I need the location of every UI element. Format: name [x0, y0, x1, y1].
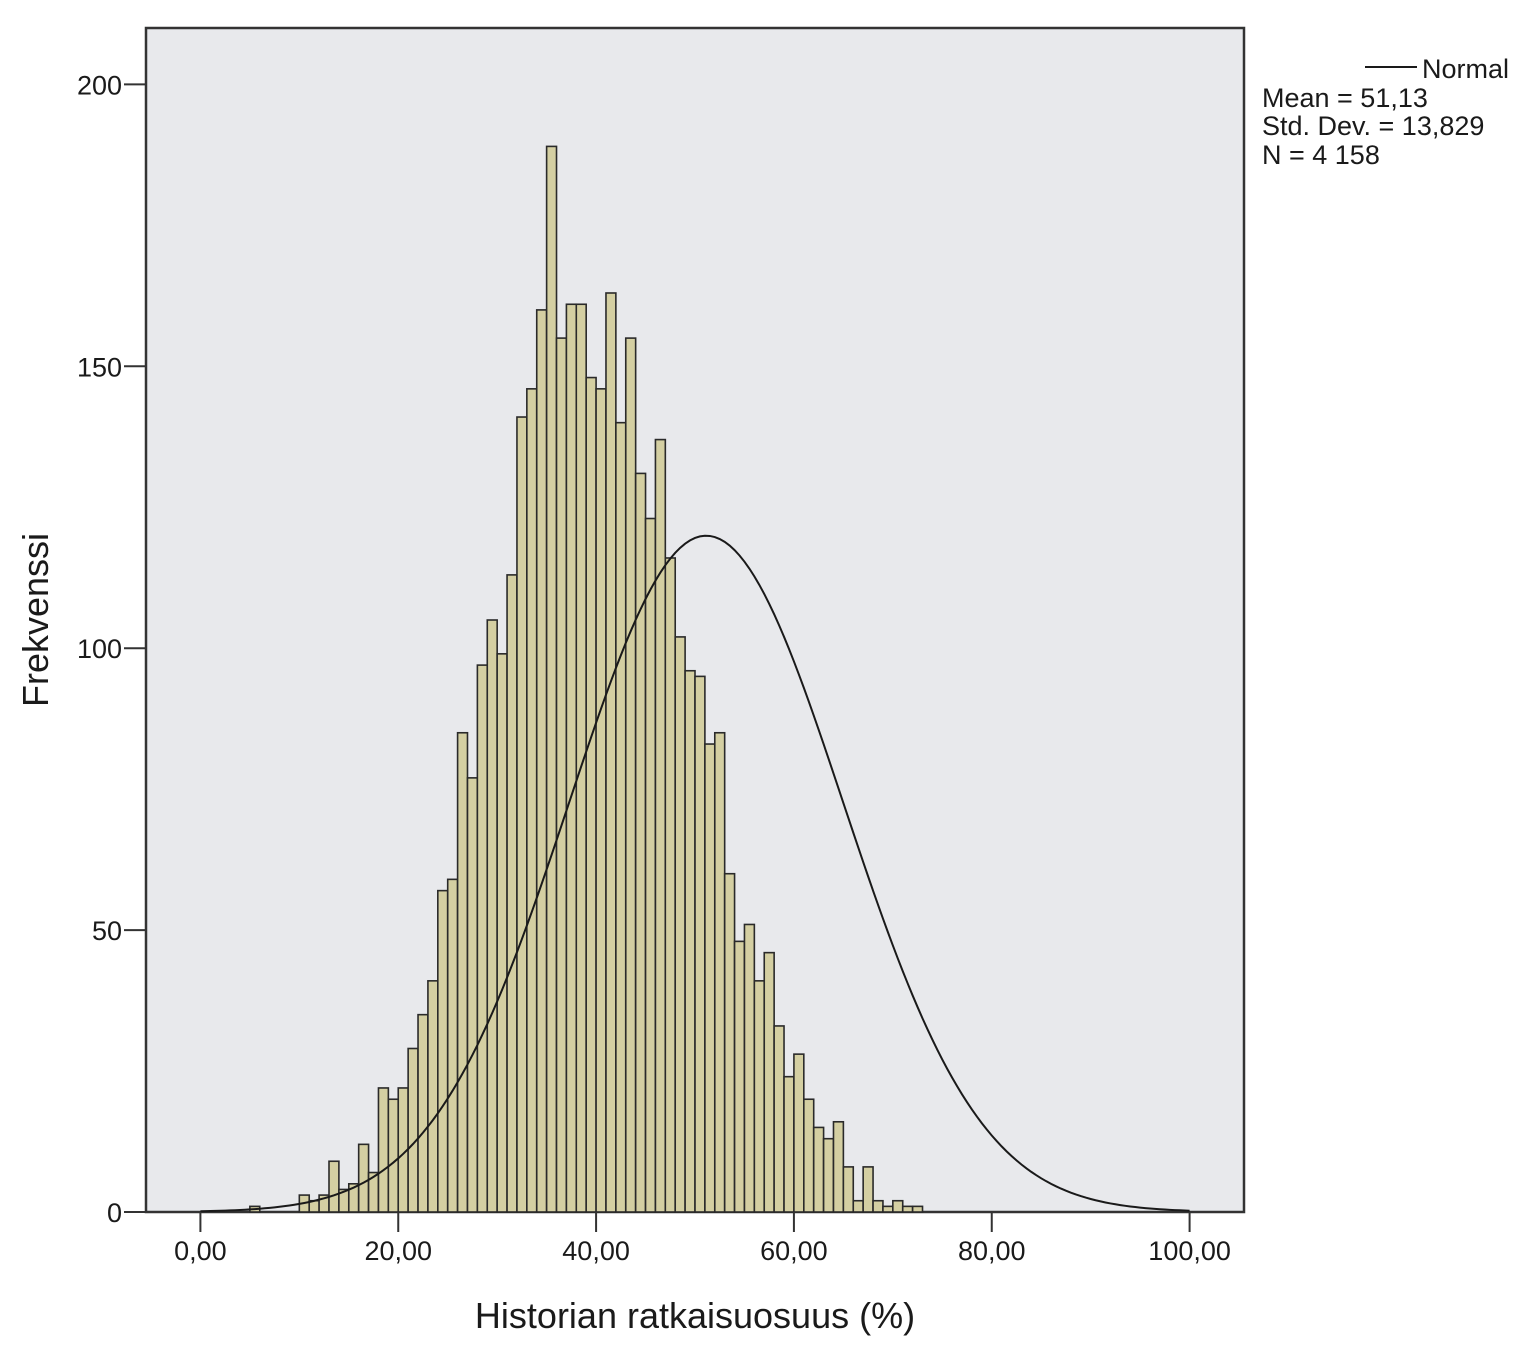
legend-std-dev: Std. Dev. = 13,829 — [1262, 111, 1484, 141]
histogram-bar — [723, 872, 736, 1213]
histogram-bar — [763, 951, 775, 1213]
histogram-bar — [615, 421, 627, 1213]
histogram-bar — [446, 878, 459, 1213]
histogram-bar — [595, 388, 607, 1213]
histogram-bar — [417, 1013, 429, 1213]
x-axis: 0,00 20,00 40,00 60,00 80,00 100,00 — [174, 1212, 1231, 1266]
histogram-bar — [882, 1205, 894, 1213]
histogram-bar — [437, 889, 449, 1213]
histogram-bar — [743, 923, 756, 1213]
histogram-bar — [328, 1160, 340, 1213]
histogram-bar — [812, 1126, 825, 1213]
histogram-bar — [565, 303, 578, 1213]
x-tick-label: 20,00 — [364, 1236, 432, 1266]
histogram-bar — [357, 1143, 370, 1213]
y-axis-title: Frekvenssi — [15, 533, 56, 707]
histogram-bar — [407, 1047, 419, 1213]
y-tick-label: 0 — [107, 1198, 122, 1228]
histogram-bar — [773, 1025, 785, 1213]
histogram-bar — [555, 337, 568, 1213]
x-tick-label: 40,00 — [562, 1236, 630, 1266]
y-tick-label: 150 — [77, 352, 122, 382]
y-tick-label: 200 — [77, 70, 122, 100]
histogram-bar — [516, 416, 528, 1213]
histogram-bar — [892, 1199, 904, 1213]
histogram-bar — [803, 1098, 815, 1213]
legend: Normal Mean = 51,13 Std. Dev. = 13,829 N… — [1262, 54, 1509, 170]
histogram-bar — [476, 664, 489, 1213]
histogram-bar — [733, 940, 746, 1213]
histogram-bar — [644, 517, 657, 1213]
histogram-bar — [634, 472, 647, 1213]
histogram-bar — [387, 1098, 400, 1213]
histogram-bar — [664, 557, 677, 1213]
y-tick-label: 100 — [77, 634, 122, 664]
histogram-bar — [654, 438, 667, 1213]
histogram-bar — [526, 388, 538, 1213]
x-tick-label: 0,00 — [174, 1236, 227, 1266]
histogram-bar — [901, 1205, 914, 1213]
x-tick-label: 60,00 — [760, 1236, 828, 1266]
y-axis: 0 50 100 150 200 — [77, 70, 146, 1228]
histogram-bar — [832, 1120, 845, 1213]
x-tick-label: 80,00 — [958, 1236, 1026, 1266]
histogram-bar — [783, 1075, 795, 1213]
histogram-bar — [704, 743, 716, 1213]
x-tick-label: 100,00 — [1148, 1236, 1231, 1266]
histogram-bar — [822, 1137, 835, 1213]
histogram-bar — [486, 619, 498, 1213]
y-tick-label: 50 — [92, 916, 122, 946]
histogram-bar — [911, 1205, 924, 1213]
histogram-bar — [496, 653, 508, 1213]
histogram-bar — [852, 1199, 864, 1213]
histogram-bar — [535, 309, 548, 1213]
histogram-bar — [713, 731, 726, 1213]
histogram-bar — [753, 980, 766, 1213]
histogram-bar — [427, 980, 439, 1213]
histogram-bar — [694, 675, 706, 1213]
legend-mean: Mean = 51,13 — [1262, 83, 1428, 113]
histogram-bar — [506, 574, 518, 1213]
normal-curve — [200, 534, 1190, 1213]
histogram-bar — [684, 669, 696, 1213]
histogram-bar — [862, 1166, 874, 1213]
histogram-bar — [466, 777, 479, 1213]
histogram-bar — [872, 1199, 884, 1213]
legend-n: N = 4 158 — [1262, 140, 1380, 170]
histogram-bar — [377, 1087, 390, 1213]
histogram-bar — [605, 292, 617, 1213]
histogram-bar — [545, 145, 558, 1213]
histogram-bar — [842, 1166, 855, 1213]
legend-series-label: Normal — [1422, 54, 1509, 84]
x-axis-title: Historian ratkaisuosuus (%) — [475, 1295, 915, 1336]
histogram-bar — [456, 731, 469, 1213]
bars-group — [249, 145, 924, 1213]
histogram-bar — [793, 1053, 805, 1213]
histogram-bar — [624, 337, 637, 1213]
histogram-bar — [674, 636, 686, 1213]
histogram-bar — [585, 376, 597, 1213]
